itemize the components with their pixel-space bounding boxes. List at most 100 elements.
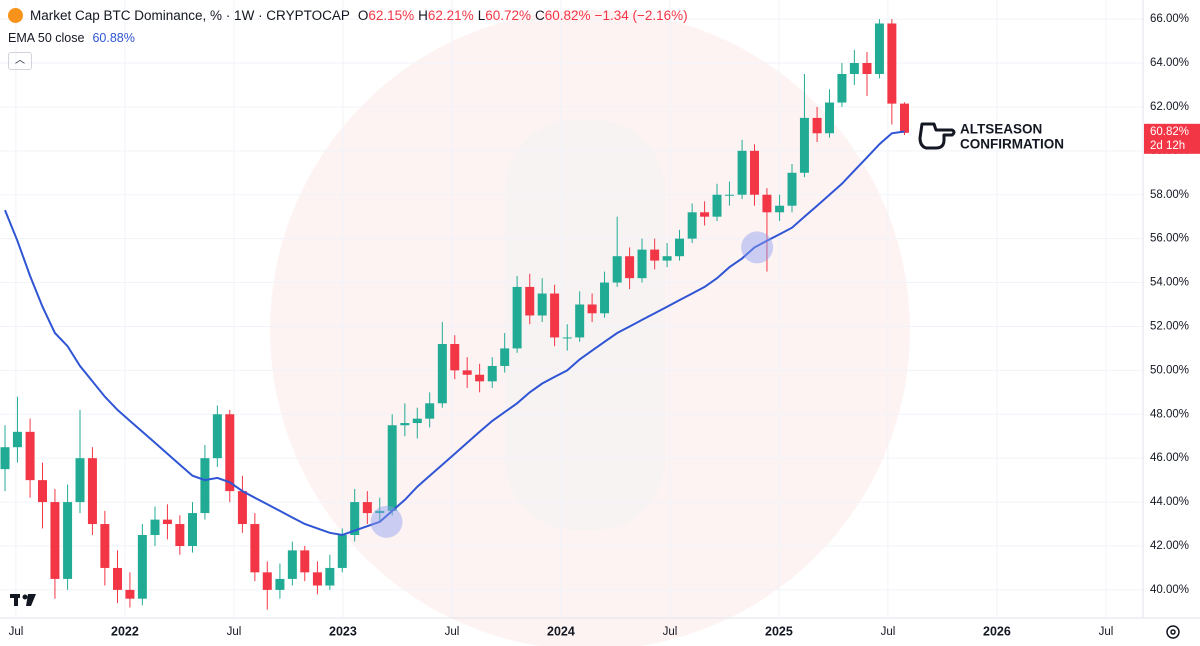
candle-body: [812, 117, 822, 134]
candle-body: [874, 23, 884, 74]
candle-body: [350, 502, 360, 536]
y-tick-label: 42.00%: [1150, 540, 1189, 552]
candle-body: [150, 519, 160, 536]
candle-body: [12, 431, 22, 448]
candle-body: [487, 365, 497, 382]
ohlc-value: 60.82%: [544, 8, 591, 23]
candle-body: [75, 458, 85, 503]
candle-body: [437, 344, 447, 404]
ohlc-value: 60.72%: [485, 8, 532, 23]
candle-body: [412, 418, 422, 424]
candle-body: [575, 304, 585, 338]
candle-body: [137, 535, 147, 599]
ohlc-key: O: [357, 8, 369, 23]
x-tick-label: 2023: [329, 624, 357, 638]
candle-body: [799, 117, 809, 173]
x-tick-label: Jul: [227, 626, 242, 638]
x-tick-label: Jul: [881, 626, 896, 638]
watermark-shape: [505, 120, 665, 530]
candle-body: [837, 73, 847, 103]
ohlc-item: C60.82%: [535, 8, 591, 23]
ohlc-key: C: [535, 8, 545, 23]
candle-body: [0, 447, 10, 470]
candle-body: [325, 567, 335, 586]
candle-body: [562, 337, 572, 339]
candle-body: [100, 524, 110, 568]
candle-body: [512, 286, 522, 349]
candle-body: [787, 172, 797, 206]
candle-body: [287, 550, 297, 579]
candle-body: [175, 524, 185, 546]
price-tag-label: 60.82%: [1150, 126, 1189, 138]
candle-body: [750, 150, 760, 195]
y-tick-label: 54.00%: [1150, 277, 1189, 289]
highlight: [370, 505, 403, 538]
candle-body: [862, 63, 872, 74]
indicator-legend: EMA 50 close 60.88%: [8, 31, 135, 45]
y-tick-label: 48.00%: [1150, 408, 1189, 420]
annotation: CONFIRMATION: [960, 137, 1064, 152]
candle-body: [637, 249, 647, 279]
candle-body: [25, 431, 35, 481]
candle-body: [337, 535, 347, 568]
change-label: −1.34 (−2.16%): [594, 8, 688, 23]
ohlc-key: L: [477, 8, 486, 23]
x-tick-label: Jul: [445, 626, 460, 638]
candle-body: [125, 589, 135, 599]
candle-body: [250, 524, 260, 573]
indicator-value: 60.88%: [92, 31, 135, 45]
candle-body: [38, 480, 48, 503]
candle-body: [525, 286, 535, 316]
ohlc-value: 62.21%: [427, 8, 474, 23]
candle-body: [650, 249, 660, 261]
candle-body: [212, 414, 222, 459]
y-tick-label: 66.00%: [1150, 13, 1189, 25]
collapse-button[interactable]: ︿: [8, 52, 32, 70]
candle-body: [462, 370, 472, 375]
candle-body: [687, 212, 697, 239]
candle-body: [737, 150, 747, 195]
candle-body: [113, 567, 123, 590]
candle-body: [900, 103, 910, 133]
candle-body: [612, 256, 622, 283]
candle-body: [475, 374, 485, 382]
candle-body: [362, 502, 372, 514]
hand-icon: [918, 122, 956, 150]
y-tick-label: 64.00%: [1150, 57, 1189, 69]
chart-title: Market Cap BTC Dominance, % · 1W · CRYPT…: [30, 8, 350, 23]
x-tick-label: 2022: [111, 624, 139, 638]
candle-body: [87, 458, 97, 525]
ohlc-item: H62.21%: [418, 8, 474, 23]
x-tick-label: Jul: [9, 626, 24, 638]
x-tick-label: 2025: [765, 624, 793, 638]
y-tick-label: 40.00%: [1150, 584, 1189, 596]
candle-body: [550, 293, 560, 338]
tv-logo: [10, 594, 36, 606]
y-tick-label: 62.00%: [1150, 101, 1189, 113]
candle-body: [300, 550, 310, 573]
candle-body: [50, 502, 60, 579]
candle-body: [537, 293, 547, 316]
settings-icon[interactable]: [1166, 625, 1180, 639]
x-tick-label: Jul: [1099, 626, 1114, 638]
x-tick-label: Jul: [663, 626, 678, 638]
candle-body: [724, 194, 734, 196]
candle-body: [587, 304, 597, 314]
candle-body: [312, 572, 322, 586]
ohlc-item: O62.15%: [358, 8, 414, 23]
candle-body: [825, 102, 835, 134]
x-tick-label: 2024: [547, 624, 575, 638]
candle-body: [500, 348, 510, 366]
legend-header: Market Cap BTC Dominance, % · 1W · CRYPT…: [8, 8, 688, 23]
y-tick-label: 52.00%: [1150, 320, 1189, 332]
candle-body: [237, 491, 247, 525]
candle-body: [387, 425, 397, 511]
candle-body: [400, 423, 410, 426]
price-tag: [1144, 123, 1200, 154]
y-tick-label: 56.00%: [1150, 233, 1189, 245]
candle-body: [887, 23, 897, 104]
y-tick-label: 50.00%: [1150, 364, 1189, 376]
highlight: [741, 231, 774, 264]
